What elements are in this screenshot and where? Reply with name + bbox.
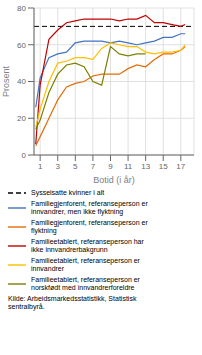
svg-text:3: 3 [56,162,61,171]
html-text:Familiegjenforent, referansepe: Familiegjenforent, referanseperson er in… [31,200,148,215]
svg-text:Prosent: Prosent [8,65,11,97]
svg-text:15: 15 [159,162,168,171]
html-text:Familiegjenforent, referansepe: Familiegjenforent, referanseperson er fl… [31,219,148,234]
svg-text:13: 13 [141,162,150,171]
svg-text:0: 0 [22,151,27,160]
html-text:Sysselsatte kvinner i alt: Sysselsatte kvinner i alt [31,189,105,196]
svg-text:11: 11 [124,162,133,171]
svg-text:7: 7 [91,162,96,171]
svg-text:1: 1 [38,162,43,171]
svg-text:20: 20 [17,114,26,123]
svg-text:5: 5 [73,162,78,171]
html-text:Familieetablert, referansepers: Familieetablert, referanseperson har ikk… [31,238,144,253]
svg-text:9: 9 [108,162,113,171]
svg-text:60: 60 [17,41,26,50]
svg-text:80: 80 [17,4,26,13]
svg-text:40: 40 [17,77,26,86]
html-text:Familieetablert, referansepers: Familieetablert, referanseperson er nors… [31,276,140,291]
svg-text:Botid (i år): Botid (i år) [93,175,135,185]
html-text:Kilde: Arbeidsmarkedsstatistik: Kilde: Arbeidsmarkedsstatistikk, Statist… [8,295,137,310]
html-text:Familieetablert, referansepers: Familieetablert, referanseperson er innv… [31,257,140,272]
svg-text:17: 17 [176,162,185,171]
